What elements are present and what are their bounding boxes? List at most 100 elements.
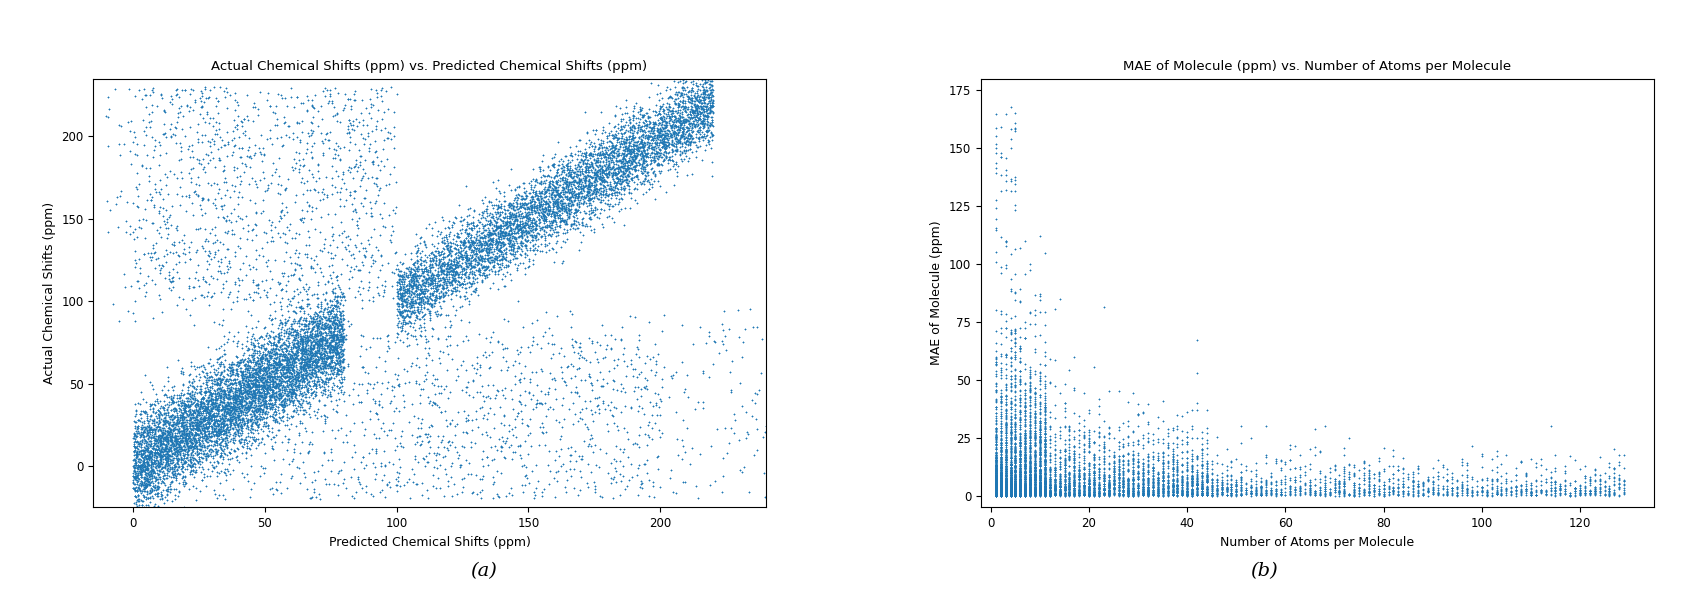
Point [144,436,171,446]
Point [1474,490,1501,500]
Point [1197,490,1225,500]
Point [505,243,533,253]
Point [1119,478,1146,488]
Point [614,150,641,159]
Point [471,392,499,402]
Point [239,355,266,365]
Point [1124,474,1152,484]
Point [636,150,663,159]
Point [1085,401,1113,411]
Point [258,359,285,369]
Point [244,352,271,362]
Point [1026,490,1053,500]
Point [1184,484,1211,494]
Point [317,344,344,353]
Point [139,460,166,469]
Point [234,469,261,479]
Point [600,148,628,158]
Point [1021,477,1048,486]
Point [244,382,271,392]
Point [210,403,237,413]
Point [1031,443,1058,452]
Point [232,413,259,423]
Point [1503,486,1530,495]
Point [241,388,268,398]
Point [134,480,161,490]
Point [678,131,706,141]
Point [1119,467,1146,477]
Point [1482,489,1509,499]
Point [232,390,259,400]
Point [1002,448,1029,457]
Point [124,429,151,439]
Point [254,255,282,265]
Point [987,481,1014,490]
Point [1052,484,1079,493]
Point [624,155,651,165]
Point [175,382,202,392]
Point [134,446,161,455]
Point [566,175,594,185]
Point [650,140,677,149]
Point [309,150,336,159]
Point [290,364,317,373]
Point [982,490,1009,500]
Point [1026,490,1053,500]
Point [987,487,1014,496]
Point [699,101,726,111]
Point [1375,481,1403,491]
Point [270,328,297,338]
Point [227,394,254,404]
Point [183,429,210,439]
Point [1016,432,1043,442]
Point [385,298,412,307]
Point [148,450,175,460]
Point [519,185,546,194]
Point [1046,482,1074,492]
Point [1228,467,1255,477]
Point [1036,455,1063,465]
Point [1537,489,1564,499]
Point [1523,485,1550,495]
Point [219,430,246,440]
Point [293,354,321,364]
Point [122,449,149,458]
Point [1060,469,1087,478]
Point [987,469,1014,478]
Point [997,444,1024,454]
Point [1007,480,1035,490]
Point [478,243,505,252]
Point [153,446,180,455]
Point [1002,479,1029,489]
Point [1581,486,1608,495]
Point [543,202,570,211]
Point [460,239,487,249]
Point [1002,433,1029,443]
Point [1007,379,1035,389]
Point [171,400,198,410]
Point [120,437,148,447]
Point [1011,405,1038,415]
Point [1007,447,1035,457]
Point [259,385,287,395]
Point [531,204,558,214]
Point [412,429,439,439]
Point [204,421,231,431]
Point [558,472,585,481]
Point [236,292,263,302]
Point [259,236,287,246]
Point [499,242,526,252]
Point [405,270,432,280]
Point [1065,471,1092,480]
Point [293,300,321,309]
Point [1130,487,1157,497]
Point [1007,397,1035,407]
Point [541,210,568,220]
Point [137,436,165,446]
Point [361,474,388,483]
Point [997,449,1024,459]
Point [222,420,249,429]
Point [1075,466,1102,475]
Point [205,424,232,434]
Point [363,121,390,130]
